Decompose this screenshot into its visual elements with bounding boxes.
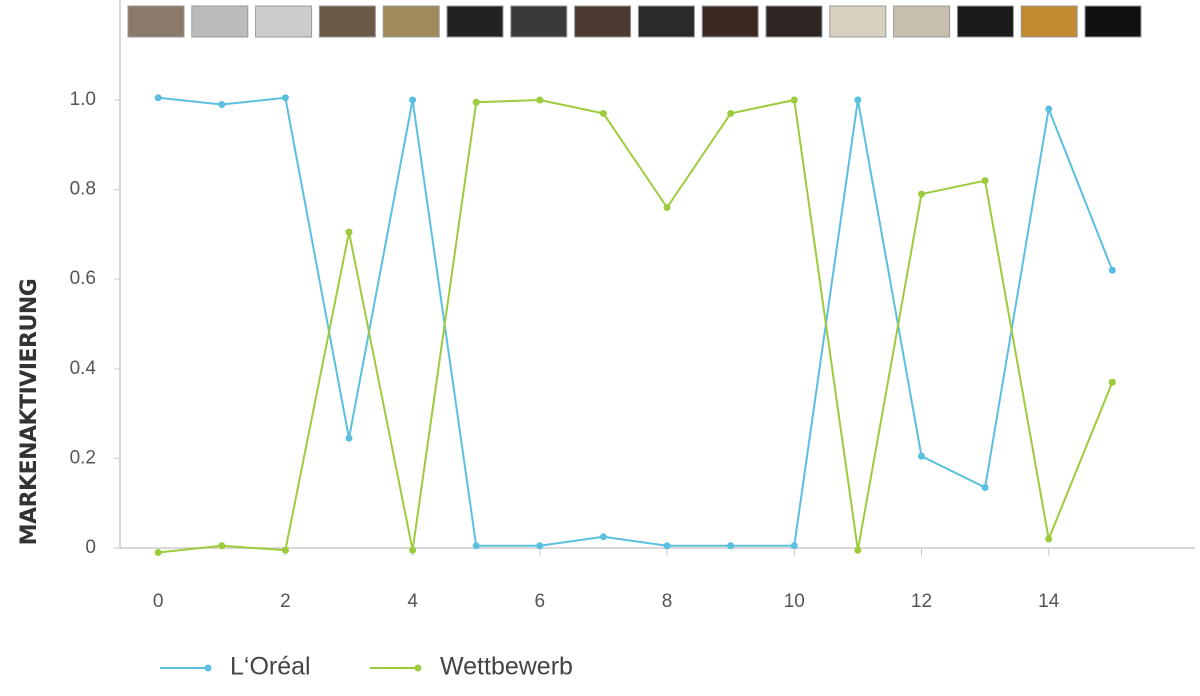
data-point	[854, 546, 862, 554]
y-tick-label: 0.6	[70, 268, 96, 289]
x-tick-label: 14	[1038, 591, 1060, 612]
thumbnail	[382, 5, 440, 38]
thumbnail	[829, 5, 887, 38]
data-point	[345, 228, 353, 236]
legend-label: Wettbewerb	[440, 653, 573, 681]
thumbnail	[637, 5, 695, 38]
data-point	[536, 542, 544, 550]
thumbnail	[318, 5, 376, 38]
thumbnail	[765, 5, 823, 38]
thumbnail	[956, 5, 1014, 38]
x-tick-label: 6	[535, 591, 546, 612]
data-point	[345, 434, 353, 442]
data-point	[790, 542, 798, 550]
data-point	[281, 546, 289, 554]
x-tick-label: 10	[784, 591, 805, 612]
thumbnail	[701, 5, 759, 38]
data-point	[409, 546, 417, 554]
x-tick-label: 4	[407, 591, 418, 612]
data-point	[917, 190, 925, 198]
data-point	[790, 96, 798, 104]
data-point	[1045, 535, 1053, 543]
legend-dot	[204, 664, 212, 672]
y-tick-label: 0.2	[70, 447, 96, 468]
thumbnail	[446, 5, 504, 38]
data-point	[154, 94, 162, 102]
data-point	[917, 452, 925, 460]
data-point	[599, 109, 607, 117]
x-tick-label: 2	[280, 591, 291, 612]
data-point	[472, 542, 480, 550]
x-tick-label: 8	[662, 591, 673, 612]
data-point	[218, 100, 226, 108]
data-point	[981, 484, 989, 492]
data-point	[409, 96, 417, 104]
data-point	[599, 533, 607, 541]
thumbnail	[1084, 5, 1142, 38]
data-point	[154, 548, 162, 556]
legend-label: L‘Oréal	[230, 653, 311, 681]
y-axis-title: MARKENAKTIVIERUNG	[17, 279, 42, 546]
y-tick-label: 0	[85, 537, 96, 558]
y-tick-label: 0.8	[70, 179, 96, 200]
data-point	[536, 96, 544, 104]
data-point	[981, 177, 989, 185]
y-tick-label: 0.4	[70, 358, 97, 379]
data-point	[663, 542, 671, 550]
y-tick-label: 1.0	[70, 89, 96, 110]
x-tick-label: 0	[153, 591, 164, 612]
legend-dot	[414, 664, 422, 672]
series-line	[158, 98, 1114, 554]
data-point	[472, 98, 480, 106]
data-point	[1045, 105, 1053, 113]
series-line	[158, 96, 1114, 547]
thumbnails	[127, 5, 1142, 38]
thumbnail	[893, 5, 951, 38]
thumbnail	[255, 5, 313, 38]
thumbnail	[127, 5, 185, 38]
data-point	[854, 96, 862, 104]
data-point	[281, 94, 289, 102]
thumbnail	[191, 5, 249, 38]
data-point	[218, 542, 226, 550]
data-point	[663, 204, 671, 212]
thumbnail	[574, 5, 632, 38]
thumbnail	[1020, 5, 1078, 38]
x-tick-label: 12	[911, 591, 932, 612]
data-point	[1108, 378, 1116, 386]
data-point	[727, 542, 735, 550]
thumbnail	[510, 5, 568, 38]
data-point	[1108, 266, 1116, 274]
data-point	[727, 109, 735, 117]
